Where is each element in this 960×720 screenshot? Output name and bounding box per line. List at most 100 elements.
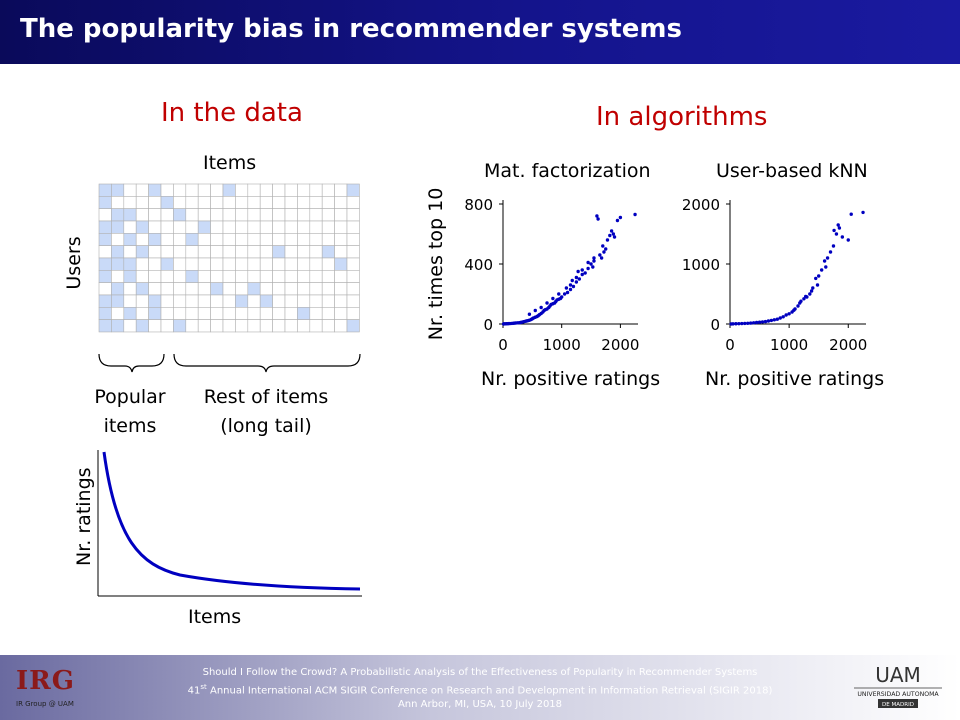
footer-line-2-post: Annual International ACM SIGIR Conferenc…	[206, 685, 773, 697]
scatter-point	[586, 266, 590, 271]
matrix-cell-filled	[346, 319, 360, 333]
uam-logo-mid: UNIVERSIDAD AUTONOMA	[857, 691, 939, 698]
irg-logo: IRG	[16, 666, 75, 696]
scatter-point	[784, 313, 788, 317]
right-heading: In algorithms	[596, 102, 768, 132]
scatter-point	[775, 317, 780, 321]
scatter-point	[564, 286, 569, 290]
scatter-point	[814, 276, 818, 281]
scatter-point	[533, 308, 537, 313]
x-tick-label: 1000	[770, 336, 808, 354]
scatter-point	[618, 215, 623, 220]
scatter-point	[609, 229, 614, 233]
scatter-point	[574, 275, 579, 280]
scatter-point	[766, 319, 771, 323]
scatter-point	[840, 235, 845, 239]
scatter-point	[729, 322, 733, 326]
scatter-point	[849, 212, 853, 216]
scatter-point	[601, 244, 605, 248]
scatter-point	[787, 312, 791, 316]
scatter-point	[815, 283, 820, 287]
scatter-point	[781, 315, 785, 319]
scatter-point	[734, 322, 738, 326]
scatter-point	[633, 212, 637, 217]
scatter-point	[802, 297, 806, 301]
x-tick-label: 2000	[829, 336, 867, 354]
x-tick-label: 2000	[601, 336, 639, 354]
scatter-point	[596, 217, 600, 221]
scatter-point	[592, 256, 596, 260]
uam-logo-top: UAM	[875, 664, 921, 687]
footer-line-1: Should I Follow the Crowd? A Probabilist…	[202, 667, 758, 678]
scatter-point	[602, 250, 606, 254]
scatter-point	[754, 320, 759, 325]
matrix-items-label: Items	[203, 152, 257, 174]
scatter-point	[861, 210, 865, 215]
scatter-point	[746, 321, 750, 325]
footer-line-2-sup: st	[200, 683, 207, 691]
mf-chart-title: Mat. factorization	[484, 160, 651, 182]
knn-xlabel: Nr. positive ratings	[705, 368, 885, 390]
scatter-point	[591, 265, 595, 269]
scatter-point	[562, 292, 567, 296]
scatter-point	[748, 321, 753, 325]
scatter-point	[605, 238, 610, 242]
scatter-point	[757, 320, 762, 324]
mf-xlabel: Nr. positive ratings	[481, 368, 661, 390]
footer: Should I Follow the Crowd? A Probabilist…	[0, 655, 960, 720]
scatter-point	[836, 223, 840, 227]
scatter-point	[760, 320, 765, 324]
scatter-point	[809, 289, 814, 293]
footer-line-2-pre: 41	[187, 685, 201, 697]
scatter-point	[580, 268, 584, 272]
scatter-point	[824, 265, 828, 269]
scatter-point	[568, 283, 573, 287]
scatter-point	[574, 280, 579, 284]
scatter-point	[769, 318, 774, 323]
footer-line-2: 41st Annual International ACM SIGIR Conf…	[150, 683, 810, 696]
irg-logo-subtitle: IR Group @ UAM	[16, 700, 74, 708]
scatter-point	[803, 294, 808, 299]
scatter-point	[611, 232, 616, 236]
scatter-point	[571, 284, 576, 289]
scatter-point	[763, 319, 768, 324]
footer-line-3: Ann Arbor, MI, USA, 10 July 2018	[397, 699, 563, 710]
scatter-point	[527, 312, 532, 316]
y-tick-label: 2000	[682, 196, 720, 214]
rest-brace	[173, 353, 361, 373]
x-tick-label: 1000	[543, 336, 581, 354]
scatter-point	[580, 272, 584, 277]
popular-label-1: Popular	[94, 386, 166, 408]
scatter-point	[737, 321, 741, 326]
scatter-point	[551, 296, 555, 301]
scatter-point	[595, 214, 599, 218]
scatter-point	[834, 232, 839, 236]
scatter-point	[557, 292, 561, 296]
scatter-point	[568, 287, 573, 292]
scatter-point	[565, 290, 570, 295]
tail-curve	[102, 451, 361, 591]
scatter-point	[819, 268, 824, 272]
uam-logo-bot: DE MADRID	[882, 702, 914, 708]
knn-chart-title: User-based kNN	[716, 160, 868, 182]
uam-logo: UAM UNIVERSIDAD AUTONOMA DE MADRID	[854, 664, 942, 708]
scatter-point	[792, 308, 796, 312]
scatter-point	[615, 218, 620, 223]
scatter-point	[599, 256, 604, 260]
scatter-point	[608, 233, 612, 238]
scatter-point	[832, 228, 836, 233]
scatter-point	[612, 235, 617, 239]
scatter-point	[798, 301, 802, 305]
scatter-point	[828, 250, 833, 254]
scatter-point	[772, 318, 777, 322]
scatter-point	[837, 226, 842, 230]
scatter-point	[816, 274, 821, 278]
scatter-point	[589, 262, 593, 266]
scatter-point	[751, 321, 756, 325]
scatter-point	[592, 259, 596, 263]
scatter-point	[811, 286, 815, 290]
y-tick-label: 1000	[682, 256, 720, 274]
